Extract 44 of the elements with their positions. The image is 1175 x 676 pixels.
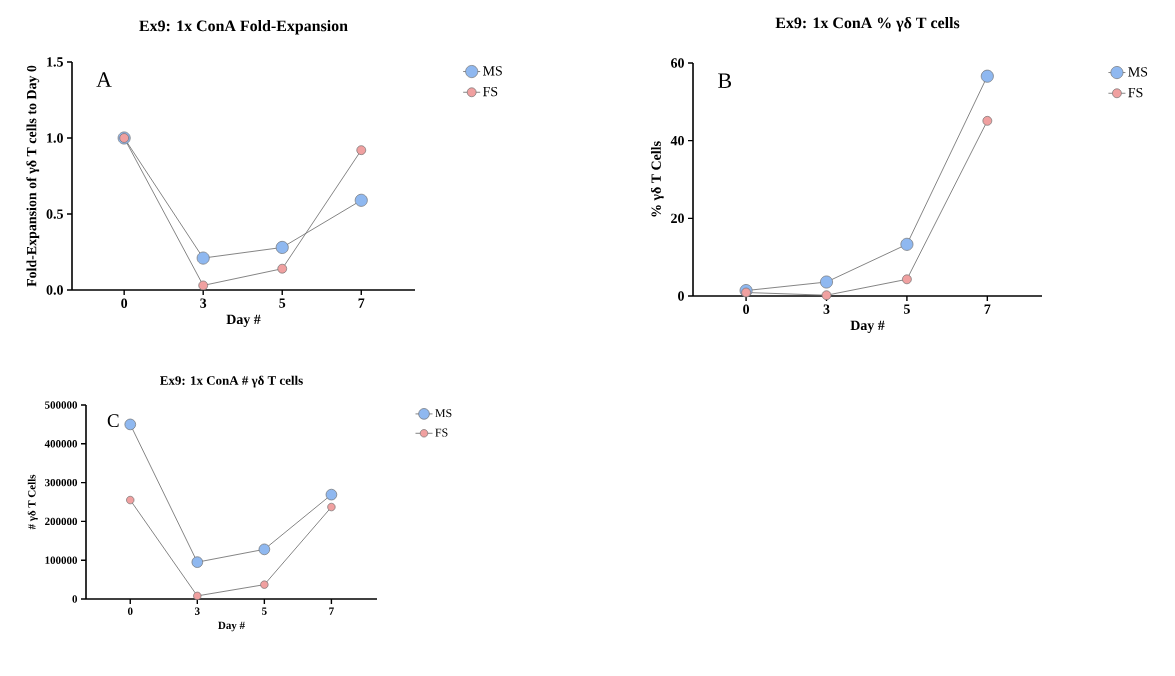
x-tick-label: 3	[823, 304, 830, 314]
y-tick-label: 20	[671, 213, 684, 224]
y-tick-label: 500000	[45, 401, 78, 409]
y-axis-title: # γδ T Cells	[27, 474, 38, 530]
chart-title: Ex9: 1x ConA % γδ T cells	[775, 16, 960, 32]
legend-label: FS	[482, 86, 498, 97]
x-tick-label: 7	[358, 298, 365, 308]
x-axis-title: Day #	[226, 314, 261, 327]
y-tick-label: 1.5	[47, 57, 63, 67]
x-tick-label: 0	[127, 607, 133, 615]
y-tick-label: 300000	[45, 478, 78, 487]
annotation: A	[96, 72, 112, 87]
x-tick-label: 0	[121, 298, 128, 308]
annotation: C	[107, 414, 119, 428]
x-tick-label: 5	[903, 304, 910, 314]
y-tick-label: 40	[670, 135, 684, 146]
legend-label: MS	[1128, 67, 1148, 77]
legend-label: MS	[435, 409, 452, 418]
x-tick-label: 3	[200, 298, 207, 308]
legend-label: MS	[482, 66, 502, 76]
y-tick-label: 400000	[44, 440, 78, 448]
legend-label: FS	[435, 428, 448, 437]
legend-label: FS	[1128, 87, 1143, 98]
x-tick-label: 7	[984, 304, 991, 314]
x-axis-title: Day #	[850, 320, 885, 333]
y-axis-title: Fold-Expansion of γδ T cells to Day 0	[26, 65, 40, 287]
x-tick-label: 5	[262, 607, 267, 615]
x-tick-label: 0	[743, 304, 750, 314]
y-tick-label: 0	[678, 291, 684, 301]
x-tick-label: 5	[279, 298, 286, 308]
y-axis-title: % γδ T Cells	[650, 141, 664, 217]
x-tick-label: 3	[194, 607, 200, 615]
y-tick-label: 1.0	[47, 133, 63, 143]
y-tick-label: 0	[72, 595, 78, 603]
x-tick-label: 7	[329, 607, 334, 615]
y-tick-label: 0.0	[46, 285, 63, 295]
y-tick-label: 0.5	[46, 209, 63, 219]
chart-title: Ex9: 1x ConA Fold-Expansion	[139, 20, 348, 35]
y-tick-label: 200000	[45, 517, 78, 526]
y-tick-label: 100000	[45, 556, 78, 564]
x-axis-title: Day #	[218, 621, 245, 632]
chart-title: Ex9: 1x ConA # γδ T cells	[160, 375, 303, 388]
annotation: B	[718, 73, 732, 88]
y-tick-label: 60	[671, 58, 684, 68]
